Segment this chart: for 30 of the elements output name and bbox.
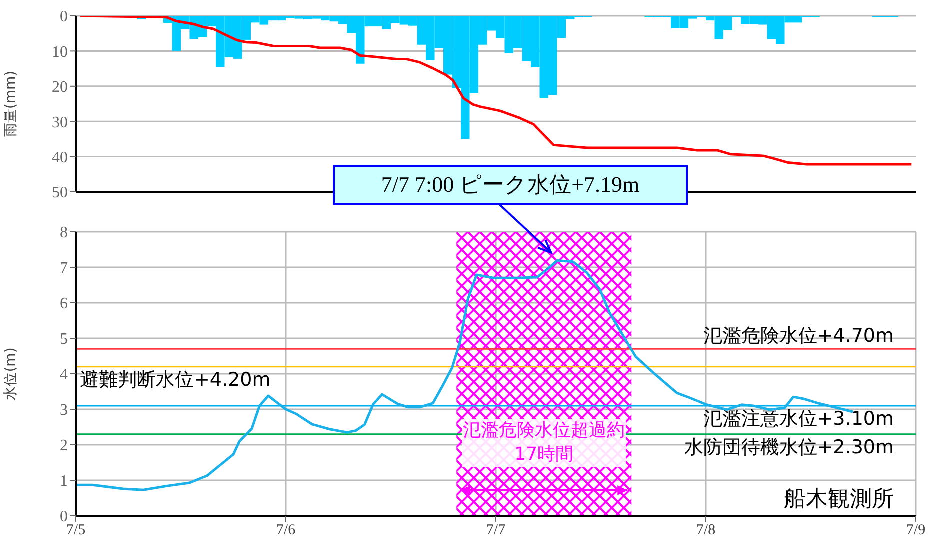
y-tick-label: 3 [60, 402, 68, 420]
x-tick-label: 7/6 [276, 522, 296, 539]
y-tick-label: 10 [52, 44, 68, 61]
y-tick-label: 30 [52, 114, 68, 132]
ref-line-label: 避難判断水位+4.20m [80, 368, 271, 391]
y-tick-label: 2 [60, 438, 68, 455]
y-tick-label: 5 [60, 331, 68, 348]
y-axis-title: 水位(m) [2, 348, 19, 400]
ref-line-label: 水防団待機水位+2.30m [684, 436, 894, 458]
ref-line-label: 氾濫注意水位+3.10m [703, 408, 894, 430]
y-tick-label: 0 [60, 508, 68, 526]
y-tick-label: 1 [60, 473, 68, 490]
y-tick-label: 6 [60, 296, 68, 313]
y-tick-label: 0 [60, 8, 68, 26]
y-tick-label: 20 [52, 79, 68, 96]
x-tick-label: 7/7 [486, 522, 506, 539]
ref-line-label: 氾濫危険水位+4.70m [703, 325, 894, 348]
x-tick-label: 7/8 [696, 522, 716, 539]
y-tick-label: 50 [52, 184, 68, 202]
y-axis-title: 雨量(mm) [2, 70, 19, 138]
y-tick-label: 8 [60, 224, 68, 242]
band-label: 氾濫危険水位超過約17時間 [462, 419, 626, 468]
annotation: 船木観測所 [784, 486, 894, 514]
y-tick-label: 7 [60, 260, 68, 278]
annotation: 7/7 7:00 ピーク水位+7.19m [381, 171, 640, 199]
y-tick-label: 40 [52, 149, 68, 166]
x-tick-label: 7/9 [906, 522, 926, 539]
callout-box: 7/7 7:00 ピーク水位+7.19m [333, 165, 688, 205]
x-tick-label: 7/5 [66, 522, 86, 539]
y-tick-label: 4 [60, 366, 68, 384]
